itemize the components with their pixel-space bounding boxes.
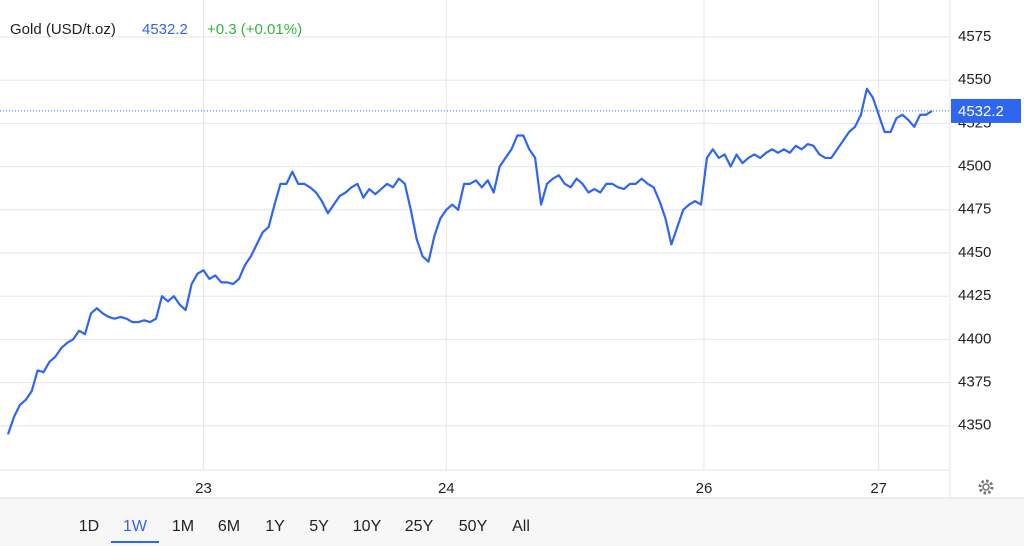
range-button[interactable]: 6M	[218, 518, 240, 535]
y-tick-label: 4450	[958, 244, 991, 261]
y-tick-label: 4425	[958, 287, 991, 304]
range-button[interactable]: 1W	[123, 518, 148, 535]
range-button[interactable]: 1M	[172, 518, 194, 535]
price-line	[6, 87, 933, 435]
y-tick-label: 4350	[958, 417, 991, 434]
y-tick-label: 4575	[958, 28, 991, 45]
y-tick-label: 4500	[958, 158, 991, 175]
range-button[interactable]: 1D	[79, 518, 99, 535]
y-tick-label: 4375	[958, 374, 991, 391]
header-price: 4532.2	[142, 21, 188, 38]
y-tick-label: 4475	[958, 201, 991, 218]
settings-icon[interactable]	[978, 479, 994, 495]
x-tick-label: 26	[696, 480, 713, 497]
x-tick-label: 27	[870, 480, 887, 497]
range-bar	[0, 498, 1024, 546]
last-price-label: 4532.2	[958, 103, 1004, 120]
header-change: +0.3 (+0.01%)	[207, 21, 302, 38]
x-tick-label: 24	[438, 480, 455, 497]
header: Gold (USD/t.oz) 4532.2 +0.3 (+0.01%)	[10, 21, 302, 38]
range-button[interactable]: 1Y	[265, 518, 285, 535]
x-tick-label: 23	[195, 480, 212, 497]
instrument-title: Gold (USD/t.oz)	[10, 21, 116, 38]
range-underline	[111, 541, 159, 543]
y-tick-label: 4400	[958, 330, 991, 347]
range-button[interactable]: 25Y	[405, 518, 434, 535]
range-button[interactable]: 50Y	[459, 518, 488, 535]
range-button[interactable]: All	[512, 518, 530, 535]
last-price-tag	[951, 98, 1021, 123]
range-button[interactable]: 5Y	[309, 518, 329, 535]
range-button[interactable]: 10Y	[353, 518, 382, 535]
y-tick-label: 4550	[958, 71, 991, 88]
